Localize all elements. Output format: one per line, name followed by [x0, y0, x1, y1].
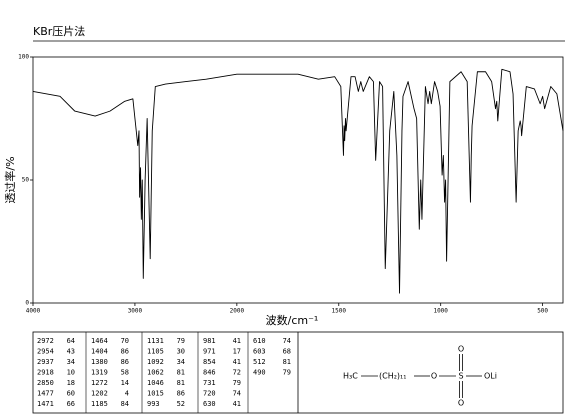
- peak-wavenumber: 1046: [147, 379, 164, 387]
- peak-wavenumber: 1477: [37, 390, 54, 398]
- peak-transmittance: 74: [233, 390, 241, 398]
- y-tick-label: 100: [18, 54, 29, 61]
- peak-transmittance: 52: [177, 400, 185, 408]
- peak-transmittance: 41: [233, 337, 241, 345]
- peak-wavenumber: 993: [147, 400, 160, 408]
- x-tick-label: 3000: [128, 308, 143, 315]
- plot-frame: [32, 56, 564, 304]
- y-axis-label: 透过率/%: [3, 156, 17, 203]
- peak-wavenumber: 731: [203, 379, 216, 387]
- peak-wavenumber: 2850: [37, 379, 54, 387]
- peak-wavenumber: 854: [203, 358, 216, 366]
- peak-transmittance: 17: [233, 348, 241, 356]
- chart-title: KBr压片法: [33, 24, 85, 38]
- peak-transmittance: 18: [67, 379, 75, 387]
- peak-transmittance: 86: [177, 390, 185, 398]
- peak-wavenumber: 610: [253, 337, 266, 345]
- peak-wavenumber: 1092: [147, 358, 164, 366]
- atom-label: O: [458, 399, 464, 408]
- atom-label: O: [431, 372, 437, 381]
- atom-label: S: [458, 372, 463, 381]
- peak-transmittance: 66: [67, 400, 75, 408]
- peak-transmittance: 79: [177, 337, 185, 345]
- peak-wavenumber: 1404: [91, 348, 108, 356]
- peak-wavenumber: 1464: [91, 337, 108, 345]
- peak-transmittance: 64: [67, 337, 75, 345]
- x-axis-label: 波数/cm⁻¹: [266, 314, 319, 327]
- peak-wavenumber: 2937: [37, 358, 54, 366]
- peak-transmittance: 81: [177, 379, 185, 387]
- peak-wavenumber: 2972: [37, 337, 54, 345]
- peak-transmittance: 34: [67, 358, 75, 366]
- peak-wavenumber: 490: [253, 369, 266, 377]
- peak-transmittance: 14: [121, 379, 129, 387]
- peak-transmittance: 86: [121, 358, 129, 366]
- peak-transmittance: 79: [233, 379, 241, 387]
- peak-transmittance: 70: [121, 337, 129, 345]
- peak-wavenumber: 1105: [147, 348, 164, 356]
- peak-transmittance: 68: [283, 348, 291, 356]
- peak-wavenumber: 846: [203, 369, 216, 377]
- peak-wavenumber: 1272: [91, 379, 108, 387]
- peak-transmittance: 60: [67, 390, 75, 398]
- peak-transmittance: 72: [233, 369, 241, 377]
- peak-wavenumber: 1131: [147, 337, 164, 345]
- peak-transmittance: 30: [177, 348, 185, 356]
- y-tick-label: 0: [25, 300, 29, 307]
- peak-wavenumber: 603: [253, 348, 266, 356]
- peak-wavenumber: 1062: [147, 369, 164, 377]
- x-tick-label: 4000: [26, 308, 41, 315]
- peak-wavenumber: 1319: [91, 369, 108, 377]
- structure: H₃C (CH₂)₁₁ O S O O OLi: [343, 345, 497, 408]
- atom-label: H₃C: [343, 372, 358, 381]
- peak-wavenumber: 1471: [37, 400, 54, 408]
- peak-wavenumber: 1185: [91, 400, 108, 408]
- peak-wavenumber: 1015: [147, 390, 164, 398]
- peak-transmittance: 43: [67, 348, 75, 356]
- atom-label: (CH₂)₁₁: [379, 372, 406, 381]
- peak-transmittance: 34: [177, 358, 185, 366]
- spectrum-line: [32, 68, 564, 294]
- peak-wavenumber: 1380: [91, 358, 108, 366]
- peak-transmittance: 81: [283, 358, 291, 366]
- peak-transmittance: 74: [283, 337, 291, 345]
- peak-transmittance: 41: [233, 358, 241, 366]
- peak-transmittance: 86: [121, 348, 129, 356]
- peak-wavenumber: 630: [203, 400, 216, 408]
- atom-label: OLi: [484, 372, 497, 381]
- peak-wavenumber: 1202: [91, 390, 108, 398]
- peak-wavenumber: 971: [203, 348, 216, 356]
- peak-transmittance: 58: [121, 369, 129, 377]
- peak-wavenumber: 2954: [37, 348, 54, 356]
- peak-transmittance: 41: [233, 400, 241, 408]
- x-tick-label: 2000: [230, 308, 245, 315]
- peak-wavenumber: 720: [203, 390, 216, 398]
- x-tick-label: 500: [537, 308, 548, 315]
- peak-transmittance: 4: [125, 390, 129, 398]
- peak-transmittance: 10: [67, 369, 75, 377]
- peak-transmittance: 79: [283, 369, 291, 377]
- peak-wavenumber: 981: [203, 337, 216, 345]
- x-tick-label: 1500: [332, 308, 347, 315]
- peak-wavenumber: 2918: [37, 369, 54, 377]
- peak-transmittance: 81: [177, 369, 185, 377]
- y-tick-label: 50: [22, 177, 30, 184]
- peak-transmittance: 84: [121, 400, 129, 408]
- atom-label: O: [458, 345, 464, 354]
- x-tick-label: 1000: [433, 308, 448, 315]
- peak-wavenumber: 512: [253, 358, 266, 366]
